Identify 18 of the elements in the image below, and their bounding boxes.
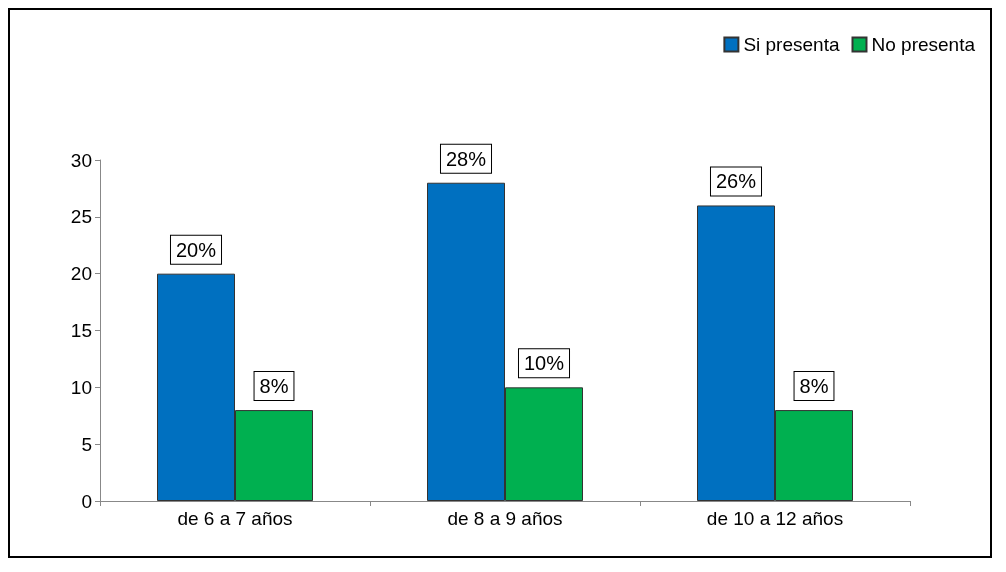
y-tick-label: 30 [70,149,92,171]
data-label: 8% [259,375,289,398]
y-tick-label: 20 [70,263,92,285]
data-label: 28% [445,147,487,170]
legend-label: Si presenta [743,34,840,55]
y-tick-label: 0 [81,490,92,512]
x-tick-label: de 6 a 7 años [177,508,293,529]
data-label: 8% [799,375,829,398]
y-tick-label: 15 [70,320,92,341]
y-tick-label: 5 [81,433,92,455]
data-label: 20% [175,238,217,261]
y-tick-label: 25 [70,206,92,228]
legend-label: No presenta [871,34,976,55]
y-tick-label: 10 [70,376,92,398]
x-tick-label: de 10 a 12 años [706,508,844,529]
data-label: 26% [715,170,757,193]
data-label: 10% [523,352,565,375]
x-tick-label: de 8 a 9 años [447,508,563,529]
